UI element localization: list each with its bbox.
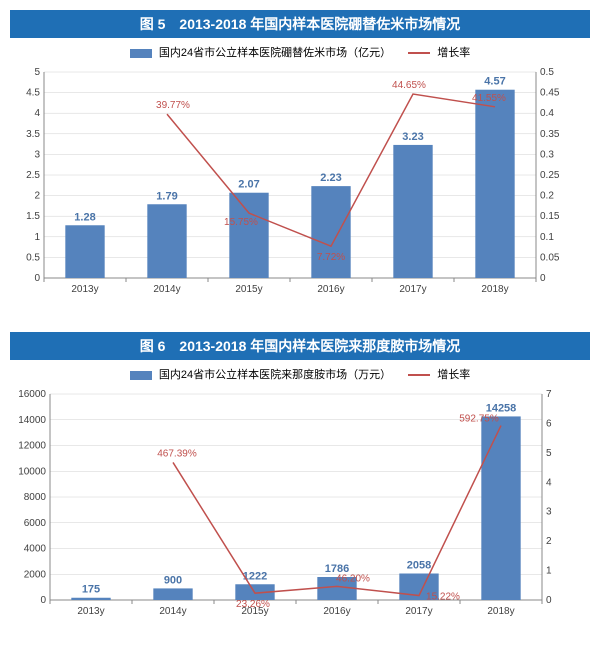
svg-text:2000: 2000: [24, 569, 47, 580]
svg-text:2: 2: [546, 536, 552, 547]
svg-text:44.65%: 44.65%: [392, 80, 426, 91]
svg-text:2014y: 2014y: [153, 284, 180, 295]
chart6-legend: 国内24省市公立样本医院来那度胺市场（万元） 增长率: [10, 360, 590, 384]
svg-text:0: 0: [546, 595, 552, 606]
svg-text:175: 175: [82, 584, 100, 596]
svg-text:3: 3: [546, 507, 552, 518]
svg-text:0.1: 0.1: [540, 232, 554, 243]
svg-text:2.23: 2.23: [320, 172, 341, 184]
svg-text:2014y: 2014y: [159, 606, 186, 617]
svg-text:1.28: 1.28: [74, 211, 95, 223]
svg-text:41.55%: 41.55%: [472, 93, 506, 104]
svg-text:0: 0: [34, 273, 40, 284]
svg-text:0.35: 0.35: [540, 129, 560, 140]
svg-text:5: 5: [34, 67, 40, 78]
svg-text:3.23: 3.23: [402, 131, 423, 143]
svg-text:0.5: 0.5: [540, 67, 554, 78]
svg-text:592.75%: 592.75%: [459, 414, 499, 425]
svg-text:16000: 16000: [18, 389, 46, 400]
svg-text:0.05: 0.05: [540, 252, 560, 263]
svg-text:0.45: 0.45: [540, 88, 560, 99]
svg-text:3: 3: [34, 149, 40, 160]
svg-text:0.2: 0.2: [540, 191, 554, 202]
svg-text:1: 1: [34, 232, 40, 243]
svg-text:4.57: 4.57: [484, 76, 505, 88]
svg-text:10000: 10000: [18, 466, 46, 477]
chart5-plot: 0 0.5 1 1.5 2 2.5 3 3.5 4 4.5 5 0 0.05 0.1 0.15 0.2 0.25…: [10, 62, 570, 302]
svg-text:2.5: 2.5: [26, 170, 40, 181]
legend-line-label: 增长率: [437, 47, 470, 59]
svg-text:4: 4: [546, 477, 552, 488]
svg-text:2016y: 2016y: [317, 284, 344, 295]
svg-text:1.5: 1.5: [26, 211, 40, 222]
svg-text:6: 6: [546, 418, 552, 429]
svg-text:2: 2: [34, 191, 40, 202]
svg-text:23.26%: 23.26%: [236, 599, 270, 610]
svg-text:0.3: 0.3: [540, 149, 554, 160]
svg-text:0.25: 0.25: [540, 170, 560, 181]
legend-bar-swatch: [130, 49, 152, 58]
svg-text:2013y: 2013y: [77, 606, 104, 617]
chart5-title: 图 5 2013-2018 年国内样本医院硼替佐米市场情况: [10, 10, 590, 38]
svg-text:46.20%: 46.20%: [336, 573, 370, 584]
svg-text:6000: 6000: [24, 518, 47, 529]
chart5-legend: 国内24省市公立样本医院硼替佐米市场（亿元） 增长率: [10, 38, 590, 62]
svg-text:900: 900: [164, 574, 182, 586]
svg-text:15.75%: 15.75%: [224, 217, 258, 228]
legend-line-swatch: [408, 52, 430, 54]
svg-text:2016y: 2016y: [323, 606, 350, 617]
svg-text:2.07: 2.07: [238, 179, 259, 191]
svg-text:4: 4: [34, 108, 40, 119]
svg-text:12000: 12000: [18, 441, 46, 452]
svg-text:4000: 4000: [24, 544, 47, 555]
chart5-block: 图 5 2013-2018 年国内样本医院硼替佐米市场情况 国内24省市公立样本…: [10, 10, 590, 302]
svg-text:14000: 14000: [18, 415, 46, 426]
svg-text:15.22%: 15.22%: [426, 592, 460, 603]
legend-line-swatch: [408, 374, 430, 376]
svg-text:1: 1: [546, 566, 552, 577]
legend-bar-swatch: [130, 371, 152, 380]
svg-text:0: 0: [540, 273, 546, 284]
svg-text:0.5: 0.5: [26, 252, 40, 263]
svg-text:2018y: 2018y: [481, 284, 508, 295]
svg-text:2058: 2058: [407, 560, 431, 572]
svg-text:0: 0: [40, 595, 46, 606]
legend-bar-label: 国内24省市公立样本医院硼替佐米市场（亿元）: [159, 47, 391, 59]
svg-text:2013y: 2013y: [71, 284, 98, 295]
chart6-title: 图 6 2013-2018 年国内样本医院来那度胺市场情况: [10, 332, 590, 360]
svg-text:4.5: 4.5: [26, 88, 40, 99]
svg-text:2017y: 2017y: [405, 606, 432, 617]
svg-text:0.15: 0.15: [540, 211, 560, 222]
svg-text:7: 7: [546, 389, 552, 400]
svg-text:7.72%: 7.72%: [317, 252, 345, 263]
legend-line-label: 增长率: [437, 369, 470, 381]
chart6-plot: 0 2000 4000 6000 8000 10000 12000 14000 16000 0 1 2…: [10, 384, 570, 624]
svg-text:2017y: 2017y: [399, 284, 426, 295]
svg-text:2018y: 2018y: [487, 606, 514, 617]
svg-text:2015y: 2015y: [235, 284, 262, 295]
svg-text:1.79: 1.79: [156, 190, 177, 202]
svg-text:467.39%: 467.39%: [157, 448, 197, 459]
chart6-block: 图 6 2013-2018 年国内样本医院来那度胺市场情况 国内24省市公立样本…: [10, 332, 590, 624]
svg-text:3.5: 3.5: [26, 129, 40, 140]
svg-text:8000: 8000: [24, 492, 47, 503]
svg-text:0.4: 0.4: [540, 108, 554, 119]
svg-text:5: 5: [546, 448, 552, 459]
legend-bar-label: 国内24省市公立样本医院来那度胺市场（万元）: [159, 369, 391, 381]
svg-text:39.77%: 39.77%: [156, 100, 190, 111]
